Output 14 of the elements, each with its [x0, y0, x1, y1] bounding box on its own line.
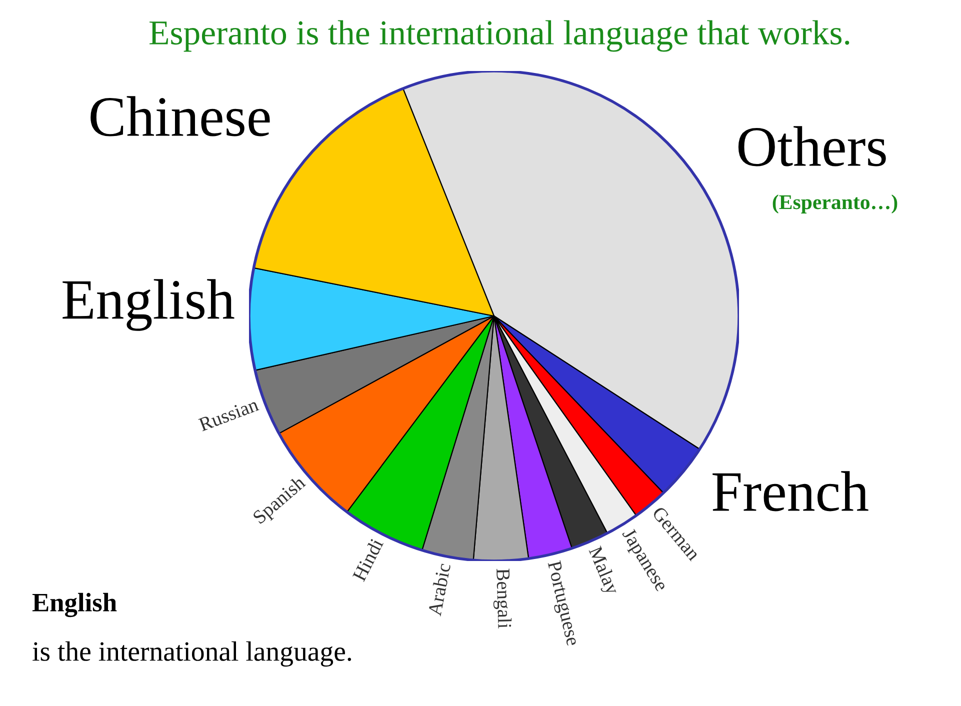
slice-label: Arabic: [427, 562, 451, 616]
text: (Esperanto…): [772, 194, 898, 214]
slice-label: Portuguese: [544, 560, 580, 647]
slice-label: Others: [738, 126, 886, 166]
slice-label: French: [712, 471, 868, 512]
text: is the international language.: [32, 641, 352, 667]
text: English: [32, 592, 117, 618]
slice-label: Russian: [198, 398, 260, 432]
chart-title: Esperanto is the international language that works.: [150, 20, 850, 52]
slice-label: Malay: [584, 545, 620, 598]
slice-label: Hindi: [352, 537, 384, 582]
slice-label: English: [62, 279, 234, 331]
slice-label: Chinese: [90, 96, 270, 136]
slice-label: Bengali: [492, 568, 512, 629]
